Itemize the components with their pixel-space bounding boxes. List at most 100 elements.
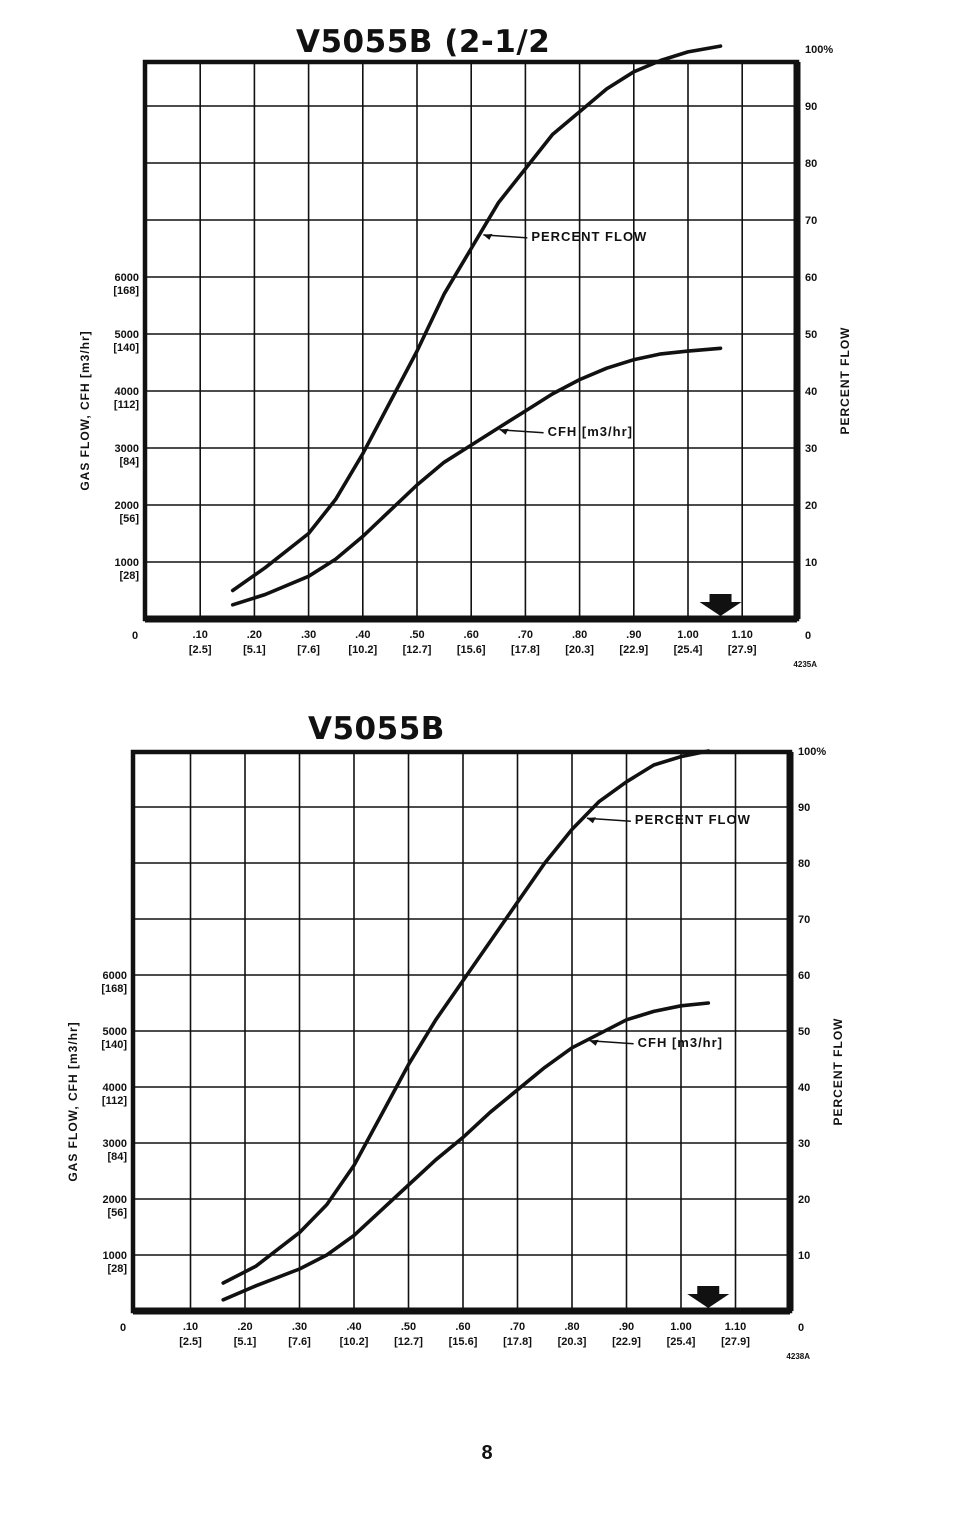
right-axis-labels: 0 10 20 30 40 50 60 70 80 90 100% [798, 746, 826, 1334]
x-tick-label: .60 [464, 629, 479, 641]
right-tick-label: 30 [798, 1138, 810, 1150]
chart-title-top: V5055B (2-1/2 [296, 24, 551, 60]
left-axis-labels: 1000[28] 2000[56] 3000[84] 4000[112] 5000[14… [101, 970, 127, 1275]
x-tick-label: 1.00 [670, 1321, 691, 1333]
annotation-arrowhead [483, 233, 493, 240]
left-tick-sublabel: [56] [119, 513, 139, 525]
x-tick-zero: 0 [132, 630, 138, 642]
x-tick-label: .20 [247, 629, 262, 641]
right-tick-label: 100% [798, 746, 826, 758]
left-tick-label: 3000 [103, 1138, 127, 1150]
left-tick-label: 1000 [115, 557, 139, 569]
cfh-label: CFH [m3/hr] [548, 424, 633, 439]
percent-flow-label: PERCENT FLOW [531, 229, 647, 244]
x-tick-sublabel: [17.8] [511, 644, 540, 656]
x-tick-sublabel: [2.5] [179, 1336, 202, 1348]
x-tick-label: .60 [455, 1321, 470, 1333]
x-tick-label: .70 [510, 1321, 525, 1333]
left-tick-sublabel: [140] [113, 342, 139, 354]
x-axis-labels: 0 .10 [2.5] .20 [5.1] .30 [7.6] .40 [10.2] .50 [12… [132, 629, 757, 656]
series-curves [230, 44, 723, 607]
horizontal-gridlines [145, 105, 797, 563]
right-tick-label: 70 [798, 914, 810, 926]
right-tick-label: 90 [805, 101, 817, 113]
percent-flow-curve [221, 749, 711, 1285]
x-tick-sublabel: [20.3] [565, 644, 594, 656]
right-tick-label: 0 [798, 1322, 804, 1334]
right-tick-label: 80 [805, 158, 817, 170]
x-tick-sublabel: [10.2] [348, 644, 377, 656]
x-tick-label: 1.10 [731, 629, 752, 641]
page-number: 8 [481, 1442, 493, 1464]
right-tick-label: 10 [798, 1250, 810, 1262]
percent-flow-curve [230, 44, 723, 593]
right-tick-label: 70 [805, 215, 817, 227]
left-tick-sublabel: [140] [101, 1039, 127, 1051]
left-axis-title: GAS FLOW, CFH [m3/hr] [78, 330, 92, 490]
cfh-curve [230, 346, 723, 607]
left-tick-sublabel: [168] [101, 983, 127, 995]
percent-flow-label: PERCENT FLOW [635, 812, 751, 827]
right-tick-label: 80 [798, 858, 810, 870]
chart-title-bottom: V5055B [308, 711, 445, 747]
down-arrow-marker [687, 1286, 730, 1308]
left-tick-label: 3000 [115, 443, 139, 455]
x-tick-sublabel: [10.2] [340, 1336, 369, 1348]
cfh-curve [221, 1001, 711, 1302]
x-axis-labels: 0 .10 [2.5] .20 [5.1] .30 [7.6] .40 [10.2] .50 [12… [120, 1321, 750, 1348]
right-tick-label: 20 [805, 500, 817, 512]
right-tick-label: 20 [798, 1194, 810, 1206]
x-tick-sublabel: [15.6] [449, 1336, 478, 1348]
right-tick-label: 60 [798, 970, 810, 982]
left-axis-title: GAS FLOW, CFH [m3/hr] [66, 1021, 80, 1181]
left-tick-label: 1000 [103, 1250, 127, 1262]
x-tick-sublabel: [15.6] [457, 644, 486, 656]
x-tick-zero: 0 [120, 1322, 126, 1334]
left-tick-sublabel: [84] [107, 1151, 127, 1163]
right-tick-label: 60 [805, 272, 817, 284]
x-tick-sublabel: [12.7] [403, 644, 432, 656]
x-tick-label: 1.00 [677, 629, 698, 641]
left-tick-sublabel: [112] [102, 1095, 127, 1107]
x-tick-label: .90 [626, 629, 641, 641]
x-tick-label: .50 [409, 629, 424, 641]
x-tick-label: 1.10 [725, 1321, 746, 1333]
left-tick-sublabel: [84] [119, 456, 139, 468]
left-tick-label: 2000 [103, 1194, 127, 1206]
horizontal-gridlines [133, 806, 790, 1256]
right-tick-label: 30 [805, 443, 817, 455]
right-tick-label: 50 [798, 1026, 810, 1038]
x-tick-sublabel: [7.6] [288, 1336, 311, 1348]
left-tick-label: 2000 [115, 500, 139, 512]
x-tick-sublabel: [2.5] [189, 644, 212, 656]
x-tick-label: .90 [619, 1321, 634, 1333]
right-axis-title: PERCENT FLOW [838, 327, 852, 435]
left-tick-sublabel: [168] [113, 285, 139, 297]
x-tick-sublabel: [27.9] [728, 644, 757, 656]
right-tick-label: 50 [805, 329, 817, 341]
left-tick-label: 6000 [115, 272, 139, 284]
left-axis-labels: 1000[28] 2000[56] 3000[84] 4000[112] 5000[14… [113, 272, 139, 582]
left-tick-label: 4000 [115, 386, 139, 398]
x-tick-sublabel: [5.1] [234, 1336, 257, 1348]
down-arrow-marker [699, 594, 742, 616]
x-tick-sublabel: [25.4] [674, 644, 703, 656]
x-tick-label: .80 [564, 1321, 579, 1333]
x-tick-sublabel: [25.4] [667, 1336, 696, 1348]
x-tick-label: .50 [401, 1321, 416, 1333]
x-tick-sublabel: [27.9] [721, 1336, 750, 1348]
figure-code: 4238A [786, 1352, 810, 1361]
x-tick-sublabel: [20.3] [558, 1336, 587, 1348]
x-tick-label: .30 [292, 1321, 307, 1333]
x-tick-sublabel: [22.9] [619, 644, 648, 656]
figure-code: 4235A [793, 660, 817, 669]
x-tick-sublabel: [5.1] [243, 644, 266, 656]
left-tick-sublabel: [112] [114, 399, 139, 411]
annotation-arrowhead [499, 428, 509, 435]
x-tick-sublabel: [17.8] [503, 1336, 532, 1348]
x-tick-label: .80 [572, 629, 587, 641]
left-tick-label: 6000 [103, 970, 127, 982]
right-tick-label: 40 [798, 1082, 810, 1094]
